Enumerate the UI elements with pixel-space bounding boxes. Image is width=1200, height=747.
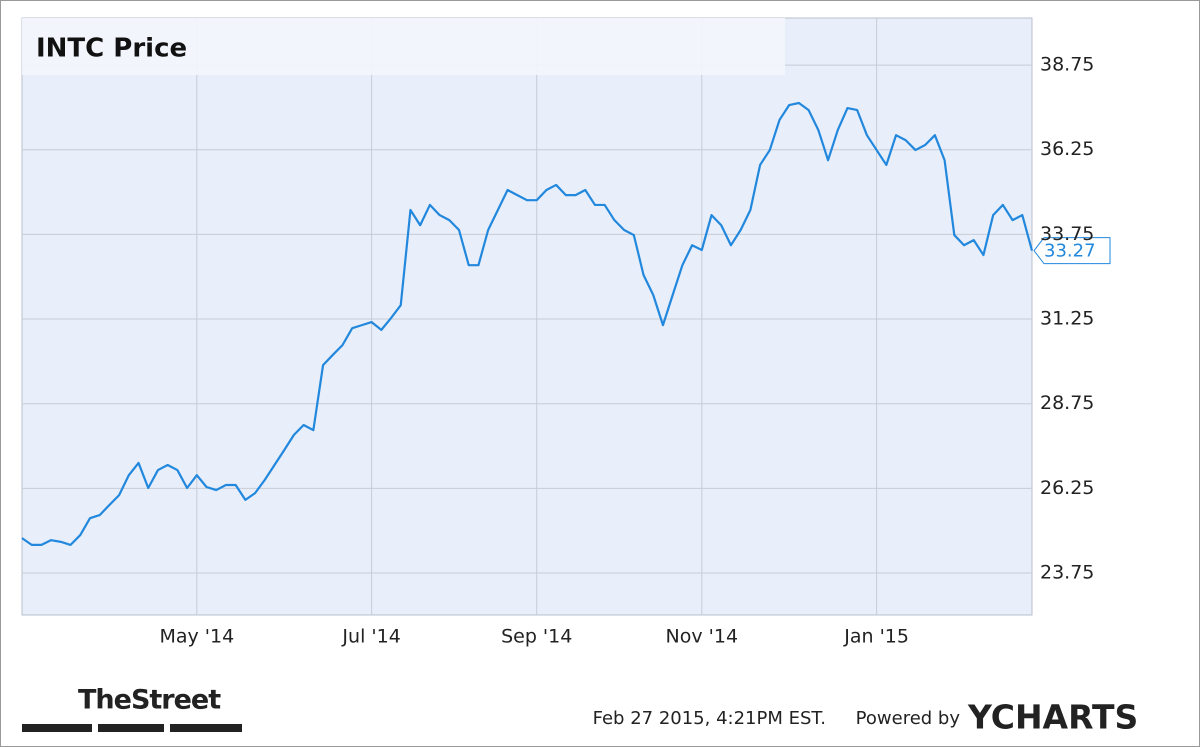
marks: 33.27 bbox=[21, 101, 1111, 546]
x-tick-label: Jul '14 bbox=[341, 626, 400, 648]
x-tick-label: Jan '15 bbox=[843, 626, 909, 648]
chart-title: INTC Price bbox=[36, 34, 187, 64]
last-value-box bbox=[1033, 237, 1111, 265]
timestamp: Feb 27 2015, 4:21PM EST. bbox=[593, 708, 826, 729]
x-tick-label: Nov '14 bbox=[666, 626, 739, 648]
powered-by: Powered by bbox=[856, 708, 961, 729]
y-tick-label: 28.75 bbox=[1040, 392, 1094, 414]
y-tick-label: 23.75 bbox=[1040, 562, 1094, 584]
y-tick-label: 31.25 bbox=[1040, 308, 1094, 330]
y-tick-label: 33.75 bbox=[1040, 223, 1094, 245]
y-tick-label: 26.25 bbox=[1040, 477, 1094, 499]
x-tick-label: May '14 bbox=[159, 626, 234, 648]
y-tick-label: 38.75 bbox=[1040, 54, 1094, 76]
price-line bbox=[21, 101, 1034, 546]
logo-bar bbox=[22, 724, 92, 732]
source-logo: TheStreet bbox=[78, 685, 221, 716]
x-tick-label: Sep '14 bbox=[501, 626, 572, 648]
title-box bbox=[22, 18, 785, 75]
logo-bar bbox=[98, 724, 164, 732]
y-tick-label: 36.25 bbox=[1040, 138, 1094, 160]
brand-logo: YCHARTS bbox=[967, 698, 1138, 737]
grid bbox=[22, 18, 1032, 615]
plot-area bbox=[21, 17, 1033, 616]
last-value-label: 33.27 bbox=[1044, 241, 1096, 262]
logo-bar bbox=[170, 724, 242, 732]
